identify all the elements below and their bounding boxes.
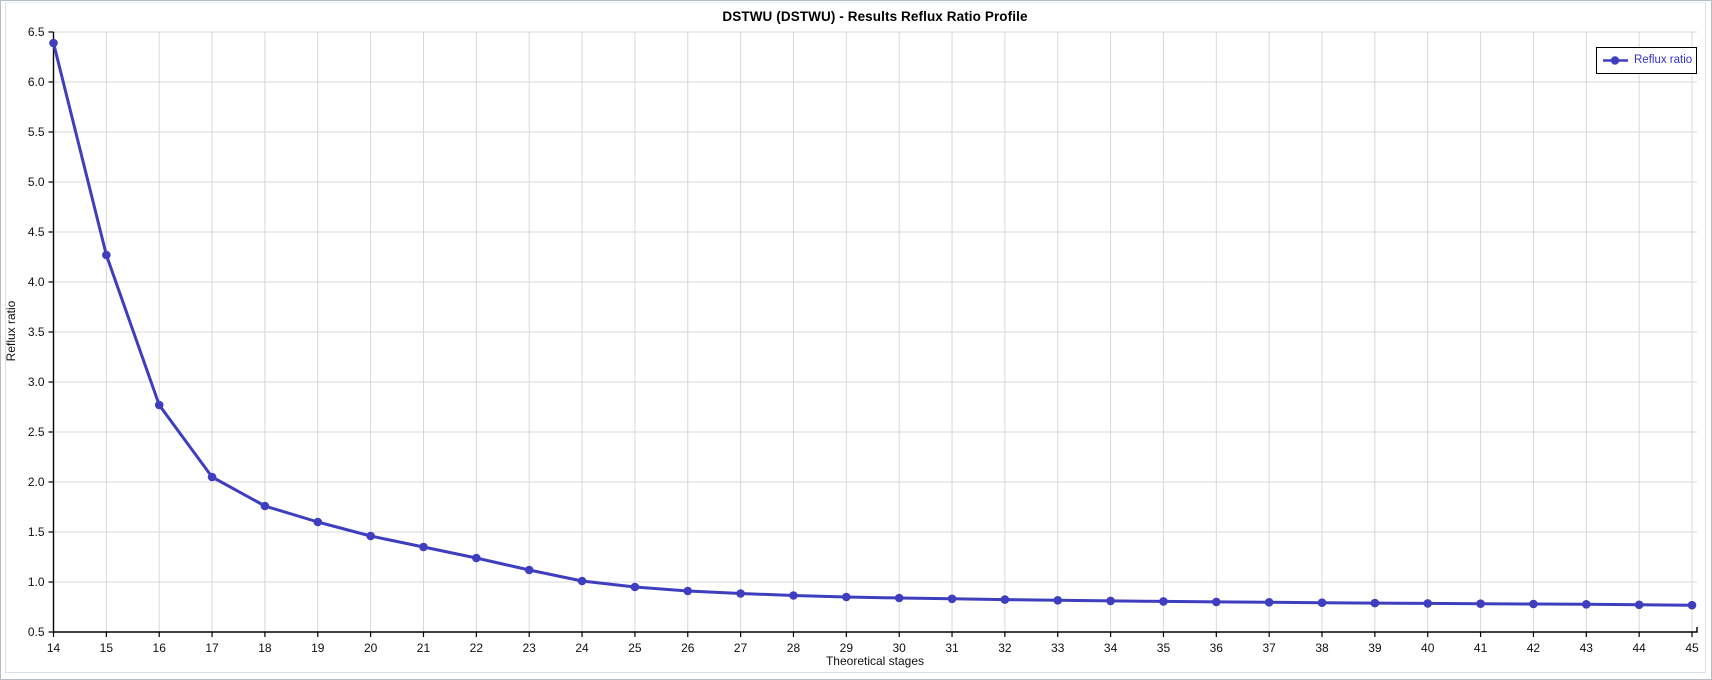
- x-tick-label: 14: [47, 641, 61, 655]
- x-tick-label: 19: [311, 641, 325, 655]
- data-point-marker[interactable]: [154, 400, 164, 410]
- x-tick-label: 38: [1315, 641, 1329, 655]
- x-tick-label: 36: [1210, 641, 1224, 655]
- x-tick-label: 45: [1685, 641, 1699, 655]
- series-line: [52, 41, 1694, 607]
- x-tick-label: 37: [1262, 641, 1276, 655]
- data-point-marker[interactable]: [683, 586, 693, 596]
- data-point-marker[interactable]: [419, 542, 428, 552]
- x-tick-label: 26: [681, 641, 695, 655]
- x-axis-title: Theoretical stages: [825, 654, 925, 668]
- y-tick-label: 6.5: [28, 25, 45, 39]
- x-tick-label: 21: [417, 641, 431, 655]
- data-point-marker[interactable]: [1053, 596, 1063, 605]
- x-tick-label: 39: [1368, 641, 1382, 655]
- x-tick-label: 40: [1421, 641, 1435, 655]
- data-point-marker[interactable]: [1317, 598, 1327, 607]
- x-tick-label: 29: [840, 641, 854, 655]
- data-point-marker[interactable]: [1423, 599, 1433, 608]
- data-point-marker[interactable]: [947, 594, 957, 604]
- x-tick-label: 43: [1580, 641, 1594, 655]
- data-point-marker[interactable]: [842, 592, 851, 602]
- data-point-marker[interactable]: [894, 593, 904, 603]
- y-tick-label: 5.5: [28, 125, 45, 139]
- y-tick-label: 4.0: [28, 275, 45, 289]
- y-tick-label: 1.0: [28, 575, 45, 589]
- y-tick-label: 3.5: [28, 325, 45, 339]
- x-tick-label: 30: [892, 641, 906, 655]
- data-point-marker[interactable]: [577, 576, 587, 586]
- y-tick-label: 2.5: [28, 425, 45, 439]
- data-point-marker[interactable]: [1106, 596, 1115, 606]
- x-tick-label: 28: [787, 641, 801, 655]
- y-tick-label: 6.0: [28, 75, 45, 89]
- data-point-marker[interactable]: [313, 517, 323, 527]
- legend-series-label: Reflux ratio: [1634, 53, 1693, 66]
- data-point-marker[interactable]: [207, 472, 217, 482]
- x-tick-label: 20: [364, 641, 378, 655]
- x-tick-label: 18: [258, 641, 272, 655]
- x-tick-label: 22: [470, 641, 484, 655]
- data-point-marker[interactable]: [789, 591, 798, 600]
- x-tick-label: 27: [734, 641, 748, 655]
- x-tick-label: 24: [575, 641, 589, 655]
- data-point-marker[interactable]: [260, 501, 270, 511]
- data-point-marker[interactable]: [1212, 597, 1221, 607]
- x-tick-label: 23: [523, 641, 537, 655]
- x-tick-label: 42: [1527, 641, 1541, 655]
- x-tick-label: 32: [998, 641, 1012, 655]
- data-point-marker[interactable]: [630, 582, 640, 592]
- x-tick-label: 16: [153, 641, 167, 655]
- y-axis-title: Reflux ratio: [4, 300, 18, 362]
- data-point-marker[interactable]: [49, 38, 58, 48]
- data-point-marker[interactable]: [1476, 599, 1485, 608]
- y-tick-label: 2.0: [28, 475, 45, 489]
- data-point-marker[interactable]: [1634, 600, 1644, 610]
- data-point-marker[interactable]: [1529, 599, 1538, 609]
- y-tick-label: 0.5: [28, 625, 45, 639]
- x-tick-label: 41: [1474, 641, 1488, 655]
- data-point-marker[interactable]: [1000, 595, 1010, 604]
- x-tick-label: 44: [1632, 641, 1646, 655]
- legend-box[interactable]: Reflux ratio: [1596, 47, 1697, 74]
- data-point-marker[interactable]: [1581, 600, 1591, 609]
- y-tick-label: 4.5: [28, 225, 45, 239]
- y-tick-label: 5.0: [28, 175, 45, 189]
- x-tick-label: 33: [1051, 641, 1065, 655]
- y-tick-label: 1.5: [28, 525, 45, 539]
- data-point-marker[interactable]: [366, 531, 375, 541]
- x-tick-label: 34: [1104, 641, 1118, 655]
- data-point-marker[interactable]: [524, 565, 534, 575]
- data-point-marker[interactable]: [1264, 598, 1274, 607]
- chart-title: DSTWU (DSTWU) - Results Reflux Ratio Pro…: [722, 9, 1028, 24]
- data-point-marker[interactable]: [1687, 600, 1697, 610]
- y-tick-label: 3.0: [28, 375, 45, 389]
- data-point-marker[interactable]: [102, 250, 111, 260]
- x-tick-label: 17: [205, 641, 219, 655]
- x-tick-label: 15: [100, 641, 114, 655]
- data-point-marker[interactable]: [472, 553, 481, 563]
- x-tick-label: 25: [628, 641, 642, 655]
- data-point-marker[interactable]: [736, 589, 745, 598]
- data-point-marker[interactable]: [1159, 597, 1168, 606]
- data-point-marker[interactable]: [1370, 598, 1380, 608]
- x-tick-label: 31: [945, 641, 959, 655]
- legend-marker-icon: [1603, 56, 1628, 65]
- x-tick-label: 35: [1157, 641, 1171, 655]
